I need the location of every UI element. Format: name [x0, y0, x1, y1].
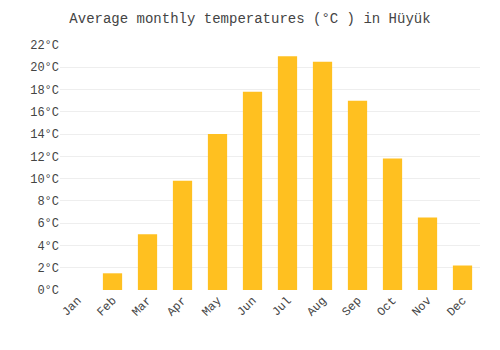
svg-text:18°C: 18°C: [30, 84, 59, 98]
svg-text:14°C: 14°C: [30, 128, 59, 142]
svg-text:Feb: Feb: [94, 294, 119, 319]
svg-text:Jul: Jul: [269, 294, 294, 319]
svg-text:Oct: Oct: [374, 294, 399, 319]
svg-text:Apr: Apr: [164, 294, 189, 319]
svg-text:Aug: Aug: [304, 294, 329, 319]
svg-text:20°C: 20°C: [30, 61, 59, 75]
svg-text:Mar: Mar: [129, 294, 154, 319]
svg-text:10°C: 10°C: [30, 173, 59, 187]
svg-text:4°C: 4°C: [37, 240, 59, 254]
svg-text:6°C: 6°C: [37, 217, 59, 231]
svg-text:Jan: Jan: [59, 294, 84, 319]
svg-text:May: May: [199, 294, 224, 319]
svg-text:12°C: 12°C: [30, 151, 59, 165]
svg-text:Jun: Jun: [234, 294, 259, 319]
svg-text:22°C: 22°C: [30, 39, 59, 53]
svg-text:Average monthly temperatures (: Average monthly temperatures (°C ) in Hü…: [69, 11, 430, 27]
svg-text:16°C: 16°C: [30, 106, 59, 120]
svg-text:Sep: Sep: [339, 294, 364, 319]
svg-text:Dec: Dec: [444, 294, 469, 319]
svg-text:Nov: Nov: [409, 294, 434, 319]
svg-text:2°C: 2°C: [37, 262, 59, 276]
svg-text:0°C: 0°C: [37, 284, 59, 298]
svg-text:8°C: 8°C: [37, 195, 59, 209]
